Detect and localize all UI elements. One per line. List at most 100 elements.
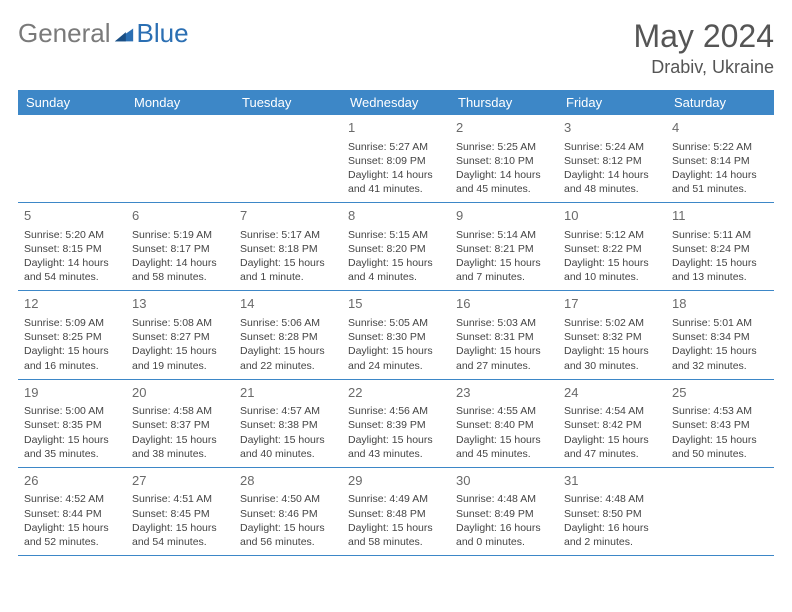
sunrise-text: Sunrise: 5:15 AM [348,228,444,242]
weekday-header-row: Sunday Monday Tuesday Wednesday Thursday… [18,90,774,115]
day-number: 15 [348,295,444,313]
sunrise-text: Sunrise: 5:12 AM [564,228,660,242]
daylight-text: Daylight: 14 hours and 54 minutes. [24,256,120,284]
week-row: 19Sunrise: 5:00 AMSunset: 8:35 PMDayligh… [18,380,774,468]
day-cell: 19 Sunrise: 5:00 AMSunset: 8:35 PMDayligh… [18,380,126,467]
daylight-text: Daylight: 15 hours and 35 minutes. [24,433,120,461]
sunrise-text: Sunrise: 5:14 AM [456,228,552,242]
day-number: 20 [132,384,228,402]
daylight-text: Daylight: 15 hours and 54 minutes. [132,521,228,549]
sunset-text: Sunset: 8:34 PM [672,330,768,344]
daylight-text: Daylight: 15 hours and 1 minute. [240,256,336,284]
sunset-text: Sunset: 8:37 PM [132,418,228,432]
day-cell: 30Sunrise: 4:48 AMSunset: 8:49 PMDayligh… [450,468,558,555]
week-row: 12Sunrise: 5:09 AMSunset: 8:25 PMDayligh… [18,291,774,379]
sunrise-text: Sunrise: 5:05 AM [348,316,444,330]
sunrise-text: Sunrise: 5:06 AM [240,316,336,330]
sunset-text: Sunset: 8:10 PM [456,154,552,168]
sunrise-text: Sunrise: 4:57 AM [240,404,336,418]
sunrise-text: Sunrise: 4:51 AM [132,492,228,506]
logo-text-blue: Blue [137,18,189,49]
sunrise-text: Sunrise: 4:55 AM [456,404,552,418]
day-number: 17 [564,295,660,313]
day-cell: 25Sunrise: 4:53 AMSunset: 8:43 PMDayligh… [666,380,774,467]
day-cell: 15 Sunrise: 5:05 AMSunset: 8:30 PMDayligh… [342,291,450,378]
sunrise-text: Sunrise: 4:52 AM [24,492,120,506]
weekday-header: Saturday [666,90,774,115]
weekday-header: Sunday [18,90,126,115]
daylight-text: Daylight: 15 hours and 45 minutes. [456,433,552,461]
sunset-text: Sunset: 8:17 PM [132,242,228,256]
day-number: 23 [456,384,552,402]
logo: General Blue [18,18,189,49]
daylight-text: Daylight: 15 hours and 27 minutes. [456,344,552,372]
sunset-text: Sunset: 8:45 PM [132,507,228,521]
day-cell: 21Sunrise: 4:57 AMSunset: 8:38 PMDayligh… [234,380,342,467]
day-number: 1 [348,119,444,137]
day-number: 18 [672,295,768,313]
day-number: 13 [132,295,228,313]
sunrise-text: Sunrise: 5:00 AM [24,404,120,418]
day-cell: 10Sunrise: 5:12 AMSunset: 8:22 PMDayligh… [558,203,666,290]
sunrise-text: Sunrise: 5:09 AM [24,316,120,330]
sunset-text: Sunset: 8:12 PM [564,154,660,168]
daylight-text: Daylight: 15 hours and 24 minutes. [348,344,444,372]
day-number: 19 [24,384,120,402]
sunset-text: Sunset: 8:35 PM [24,418,120,432]
day-number: 21 [240,384,336,402]
day-cell: 6Sunrise: 5:19 AMSunset: 8:17 PMDaylight… [126,203,234,290]
sunset-text: Sunset: 8:44 PM [24,507,120,521]
week-row: 26Sunrise: 4:52 AMSunset: 8:44 PMDayligh… [18,468,774,556]
day-cell: 22Sunrise: 4:56 AMSunset: 8:39 PMDayligh… [342,380,450,467]
daylight-text: Daylight: 15 hours and 4 minutes. [348,256,444,284]
day-number: 30 [456,472,552,490]
sunset-text: Sunset: 8:30 PM [348,330,444,344]
page-title: May 2024 [633,18,774,55]
weekday-header: Friday [558,90,666,115]
daylight-text: Daylight: 15 hours and 30 minutes. [564,344,660,372]
daylight-text: Daylight: 14 hours and 41 minutes. [348,168,444,196]
day-number: 8 [348,207,444,225]
sunrise-text: Sunrise: 4:50 AM [240,492,336,506]
day-number: 24 [564,384,660,402]
sunset-text: Sunset: 8:40 PM [456,418,552,432]
day-number: 27 [132,472,228,490]
day-number: 22 [348,384,444,402]
sunrise-text: Sunrise: 5:17 AM [240,228,336,242]
sunrise-text: Sunrise: 5:11 AM [672,228,768,242]
day-cell: 2Sunrise: 5:25 AMSunset: 8:10 PMDaylight… [450,115,558,202]
sunset-text: Sunset: 8:42 PM [564,418,660,432]
day-number: 28 [240,472,336,490]
sunset-text: Sunset: 8:46 PM [240,507,336,521]
day-cell: 24Sunrise: 4:54 AMSunset: 8:42 PMDayligh… [558,380,666,467]
day-number: 11 [672,207,768,225]
sunset-text: Sunset: 8:14 PM [672,154,768,168]
sunset-text: Sunset: 8:09 PM [348,154,444,168]
day-cell: 7Sunrise: 5:17 AMSunset: 8:18 PMDaylight… [234,203,342,290]
sunset-text: Sunset: 8:15 PM [24,242,120,256]
day-cell: 4Sunrise: 5:22 AMSunset: 8:14 PMDaylight… [666,115,774,202]
sunrise-text: Sunrise: 4:48 AM [564,492,660,506]
daylight-text: Daylight: 15 hours and 13 minutes. [672,256,768,284]
day-cell [126,115,234,202]
sunrise-text: Sunrise: 5:08 AM [132,316,228,330]
weekday-header: Tuesday [234,90,342,115]
daylight-text: Daylight: 14 hours and 51 minutes. [672,168,768,196]
daylight-text: Daylight: 14 hours and 58 minutes. [132,256,228,284]
sunset-text: Sunset: 8:27 PM [132,330,228,344]
day-cell: 26Sunrise: 4:52 AMSunset: 8:44 PMDayligh… [18,468,126,555]
day-cell: 29Sunrise: 4:49 AMSunset: 8:48 PMDayligh… [342,468,450,555]
sunset-text: Sunset: 8:48 PM [348,507,444,521]
day-cell: 9Sunrise: 5:14 AMSunset: 8:21 PMDaylight… [450,203,558,290]
sunset-text: Sunset: 8:43 PM [672,418,768,432]
day-cell: 18Sunrise: 5:01 AMSunset: 8:34 PMDayligh… [666,291,774,378]
sunrise-text: Sunrise: 5:25 AM [456,140,552,154]
sunset-text: Sunset: 8:22 PM [564,242,660,256]
daylight-text: Daylight: 14 hours and 45 minutes. [456,168,552,196]
day-number: 5 [24,207,120,225]
day-number: 3 [564,119,660,137]
sunset-text: Sunset: 8:21 PM [456,242,552,256]
daylight-text: Daylight: 15 hours and 50 minutes. [672,433,768,461]
calendar-grid: Sunday Monday Tuesday Wednesday Thursday… [18,90,774,556]
day-cell: 8Sunrise: 5:15 AMSunset: 8:20 PMDaylight… [342,203,450,290]
